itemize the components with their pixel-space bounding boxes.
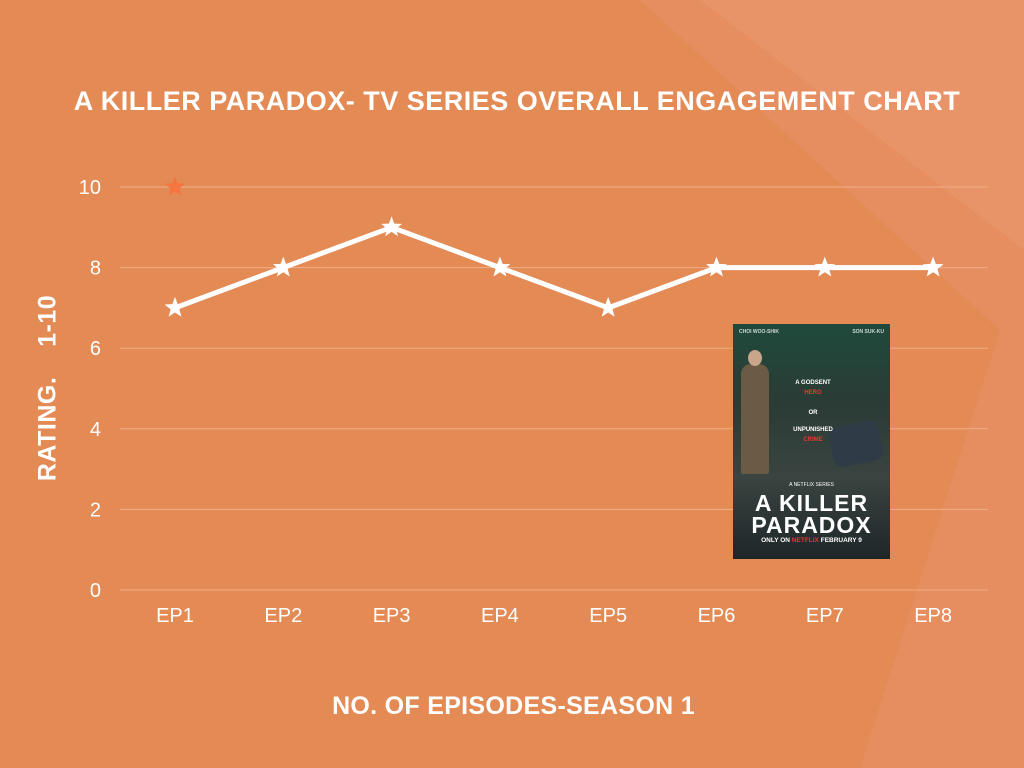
y-tick-label-6: 6 [90, 338, 101, 360]
poster-cast-left: CHOI WOO-SHIK [739, 329, 779, 335]
poster-only-on: ONLY ON [761, 537, 790, 544]
show-poster: CHOI WOO-SHIK SON SUK-KU A GODSENT HERO … [733, 324, 890, 559]
poster-logo: A KILLER PARADOX [733, 490, 890, 538]
y-tick-label-8: 8 [90, 258, 101, 280]
x-tick-label-ep3: EP3 [373, 605, 411, 627]
poster-release-date: FEBRUARY 9 [820, 537, 862, 544]
poster-figure-standing [741, 350, 769, 474]
data-point-ep3 [381, 216, 403, 237]
x-tick-label-ep2: EP2 [264, 605, 302, 627]
poster-tagline-3: OR [808, 410, 818, 416]
data-point-ep5 [597, 296, 619, 317]
poster-release: ONLY ON NETFLIX FEBRUARY 9 [733, 537, 890, 544]
data-point-ep2 [272, 256, 294, 277]
poster-tagline-2: HERO [804, 390, 822, 396]
x-tick-label-ep4: EP4 [481, 605, 519, 627]
y-tick-label-2: 2 [90, 499, 101, 521]
x-tick-label-ep6: EP6 [698, 605, 736, 627]
poster-tagline-1: A GODSENT [795, 380, 831, 386]
series-line-0 [172, 224, 936, 311]
x-tick-label-ep7: EP7 [806, 605, 844, 627]
y-tick-label-10: 10 [79, 177, 101, 199]
y-tick-label-4: 4 [90, 419, 101, 441]
highlight-marker-ep1 [164, 176, 186, 196]
data-point-ep6 [706, 256, 727, 277]
poster-brand: NETFLIX [791, 537, 819, 544]
x-tick-label-ep5: EP5 [589, 605, 627, 627]
chart-title: A KILLER PARADOX- TV SERIES OVERALL ENGA… [73, 86, 961, 116]
poster-cast-right: SON SUK-KU [852, 329, 884, 335]
poster-logo-line2: PARADOX [751, 512, 872, 538]
x-tick-label-ep1: EP1 [156, 605, 194, 627]
data-point-ep7 [814, 256, 836, 277]
data-point-ep8 [922, 256, 944, 277]
data-point-ep4 [489, 256, 511, 277]
poster-tagline-5: CRIME [803, 437, 823, 443]
poster-logo-line1: A KILLER [754, 490, 869, 516]
x-axis-title: NO. OF EPISODES-SEASON 1 [332, 692, 695, 720]
data-point-ep1 [164, 296, 186, 317]
x-tick-label-ep8: EP8 [914, 605, 952, 627]
poster-tagline-4: UNPUNISHED [793, 427, 833, 433]
y-tick-label-0: 0 [90, 580, 101, 602]
poster-series-label: A NETFLIX SERIES [789, 482, 834, 488]
